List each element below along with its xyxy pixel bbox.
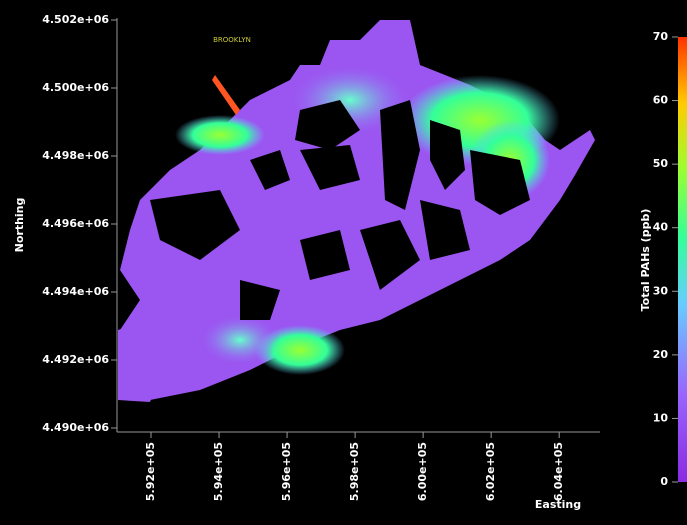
x-tick-label: 5.92e+05 [144, 442, 157, 501]
y-tick-label: 4.498e+06 [42, 149, 109, 162]
colorbar-tick-label: 10 [653, 411, 669, 424]
colorbar-tick-label: 70 [653, 30, 669, 43]
y-tick-label: 4.500e+06 [42, 81, 109, 94]
y-tick-label: 4.496e+06 [42, 217, 109, 230]
place-label: BROOKLYN [213, 36, 251, 44]
map-figure: Easting Northing Total PAHs (ppb) 4.490e… [0, 0, 687, 525]
x-tick-label: 6.00e+05 [416, 442, 429, 501]
colorbar-tick-label: 50 [653, 157, 669, 170]
y-axis-label: Northing [13, 198, 26, 253]
x-tick-label: 6.04e+05 [552, 442, 565, 501]
x-tick-label: 6.02e+05 [484, 442, 497, 501]
colorbar-tick-label: 30 [653, 284, 669, 297]
colorbar [678, 37, 687, 482]
y-tick-label: 4.492e+06 [42, 353, 109, 366]
x-tick-label: 5.94e+05 [212, 442, 225, 501]
y-tick-label: 4.490e+06 [42, 421, 109, 434]
colorbar-tick-label: 40 [653, 221, 669, 234]
colorbar-tick-label: 0 [660, 475, 668, 488]
x-tick-label: 5.96e+05 [280, 442, 293, 501]
x-tick-label: 5.98e+05 [348, 442, 361, 501]
y-tick-label: 4.502e+06 [42, 13, 109, 26]
y-tick-label: 4.494e+06 [42, 285, 109, 298]
colorbar-tick-label: 20 [653, 348, 669, 361]
colorbar-label: Total PAHs (ppb) [639, 209, 652, 312]
water-body [118, 20, 595, 402]
colorbar-tick-label: 60 [653, 94, 669, 107]
